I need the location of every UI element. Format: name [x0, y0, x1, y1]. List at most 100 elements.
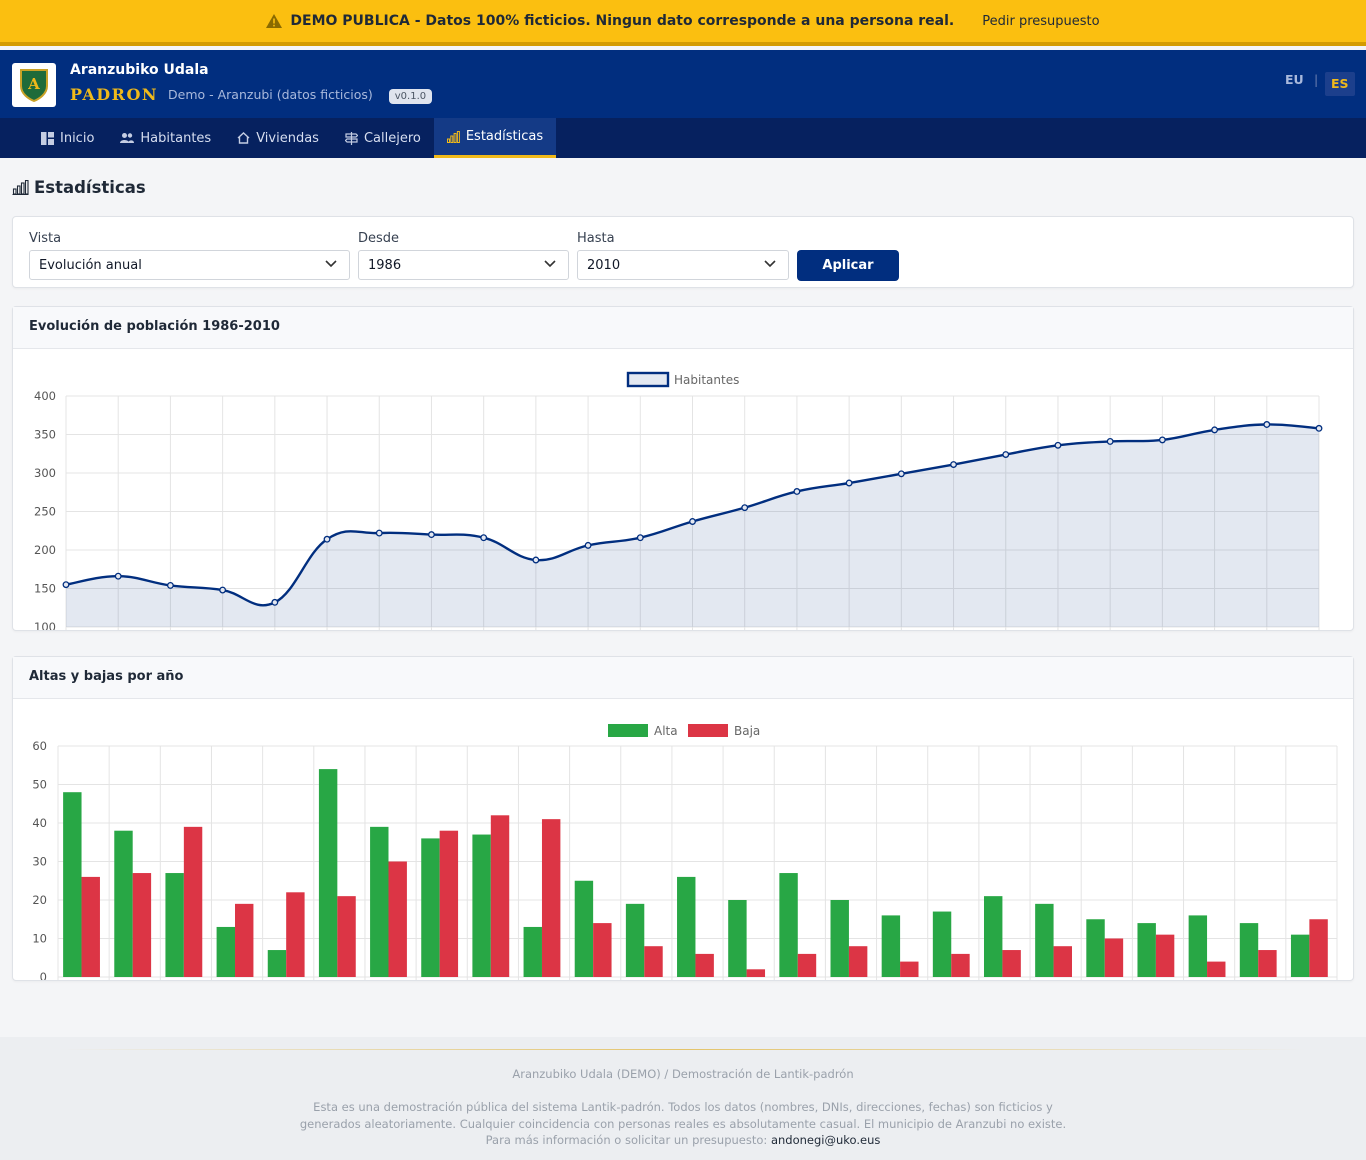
data-point — [1054, 441, 1062, 449]
nav-item-estadisticas[interactable]: Estadísticas — [433, 118, 557, 158]
data-point — [428, 531, 435, 539]
data-point — [584, 541, 592, 549]
hasta-value: 2010 — [587, 258, 621, 273]
nav-label: Callejero — [363, 130, 421, 146]
demo-label: Demo - Aranzubi (datos ficticios) — [168, 87, 373, 102]
apply-button[interactable]: Aplicar — [797, 250, 899, 281]
bar-baja — [695, 953, 714, 977]
bar-baja — [1155, 934, 1175, 977]
vista-select[interactable]: Evolución anual — [29, 250, 350, 280]
y-tick-label: 10 — [32, 932, 47, 946]
nav-item-callejero[interactable]: Callejero — [332, 118, 434, 158]
data-point — [741, 504, 749, 512]
bar-alta — [421, 838, 440, 977]
bar-baja — [951, 953, 970, 977]
data-point — [271, 598, 279, 606]
bar-alta — [472, 834, 491, 977]
nav-label: Viviendas — [256, 130, 319, 146]
desde-select[interactable]: 1986 — [358, 250, 569, 280]
budget-link[interactable]: Pedir presupuesto — [982, 13, 1100, 29]
legend-swatch-baja — [688, 724, 728, 737]
data-point — [897, 470, 905, 478]
y-tick-label: 50 — [32, 778, 47, 792]
hasta-label: Hasta — [577, 231, 615, 246]
data-point — [1158, 436, 1166, 444]
legend-swatch-habitantes — [626, 371, 670, 388]
bar-baja — [81, 876, 100, 977]
y-tick-label: 400 — [34, 389, 56, 403]
data-point — [375, 529, 383, 537]
data-point — [323, 535, 331, 543]
bar-chart-icon — [446, 130, 460, 143]
bar-baja — [848, 946, 868, 977]
y-tick-label: 0 — [40, 970, 47, 980]
y-tick-label: 300 — [34, 466, 56, 480]
chevron-down-icon — [544, 260, 556, 268]
vista-value: Evolución anual — [39, 258, 142, 273]
org-name: Aranzubiko Udala — [70, 62, 209, 78]
lang-eu-button[interactable]: EU — [1285, 72, 1304, 87]
data-point — [114, 572, 122, 580]
y-tick-label: 20 — [32, 893, 47, 907]
y-tick-label: 250 — [34, 505, 56, 519]
data-point — [1211, 426, 1219, 434]
brand-subline: PADRON Demo - Aranzubi (datos ficticios)… — [70, 85, 433, 104]
lang-es-button[interactable]: ES — [1325, 72, 1355, 96]
bar-alta — [574, 880, 594, 977]
y-tick-label: 100 — [34, 620, 56, 630]
altas-bajas-chart-title: Altas y bajas por año — [13, 657, 1353, 699]
population-line-chart: 1001502002503003504001986198719881989199… — [34, 371, 1334, 652]
bar-alta — [881, 915, 901, 977]
bar-alta — [932, 911, 952, 977]
bar-baja — [1104, 938, 1124, 977]
bar-baja — [439, 830, 459, 977]
population-chart-card: Evolución de población 1986-2010 100 150 2… — [12, 306, 1354, 652]
bar-baja — [183, 826, 203, 977]
y-tick-label: 200 — [34, 543, 56, 557]
bar-alta — [165, 873, 184, 977]
bar-baja — [593, 923, 612, 977]
legend-label-alta: Alta — [654, 724, 678, 738]
bar-baja — [1258, 950, 1277, 977]
y-tick-label: 60 — [32, 739, 47, 753]
dashboard-icon — [41, 131, 54, 145]
municipality-logo[interactable]: A — [12, 63, 56, 107]
footer: Aranzubiko Udala (DEMO) / Demostración d… — [0, 1037, 1366, 1160]
y-tick-label: 30 — [32, 855, 47, 869]
area-fill — [66, 424, 1319, 627]
bar-baja — [1309, 919, 1328, 977]
altas-bajas-bar-chart: 0102030405060198619871988198919901991199… — [32, 724, 1338, 1002]
warning-icon — [266, 14, 283, 28]
page-title-text: Estadísticas — [34, 178, 146, 197]
nav-item-viviendas[interactable]: Viviendas — [224, 118, 332, 158]
bar-baja — [541, 819, 561, 977]
hasta-select[interactable]: 2010 — [577, 250, 789, 280]
footer-email-link[interactable]: andonegi@uko.eus — [770, 1133, 881, 1147]
bar-alta — [830, 900, 849, 977]
data-point — [1002, 451, 1010, 458]
nav-item-inicio[interactable]: Inicio — [28, 118, 107, 158]
version-badge: v0.1.0 — [388, 89, 433, 104]
nav-item-habitantes[interactable]: Habitantes — [107, 118, 224, 158]
bar-alta — [114, 830, 133, 977]
bar-alta — [728, 900, 747, 977]
legend-swatch-alta — [608, 724, 648, 737]
bar-baja — [746, 969, 766, 977]
bar-baja — [1053, 946, 1072, 977]
demo-message: DEMO PUBLICA - Datos 100% ficticios. Nin… — [290, 13, 955, 29]
data-point — [845, 479, 853, 487]
bar-alta — [1035, 903, 1054, 977]
bar-alta — [779, 873, 798, 977]
bar-baja — [132, 873, 152, 977]
shield-logo-icon: A — [20, 69, 48, 102]
footer-contact-text: Para más información o solicitar un pres… — [485, 1133, 768, 1147]
bar-alta — [983, 896, 1003, 977]
bar-alta — [1188, 915, 1208, 977]
data-point — [62, 581, 70, 589]
data-point — [636, 534, 644, 542]
nav-label: Inicio — [60, 130, 95, 146]
bar-baja — [388, 861, 407, 977]
app-header: A Aranzubiko Udala PADRON Demo - Aranzub… — [0, 50, 1366, 118]
y-tick-label: 40 — [32, 816, 47, 830]
data-point — [689, 518, 696, 525]
